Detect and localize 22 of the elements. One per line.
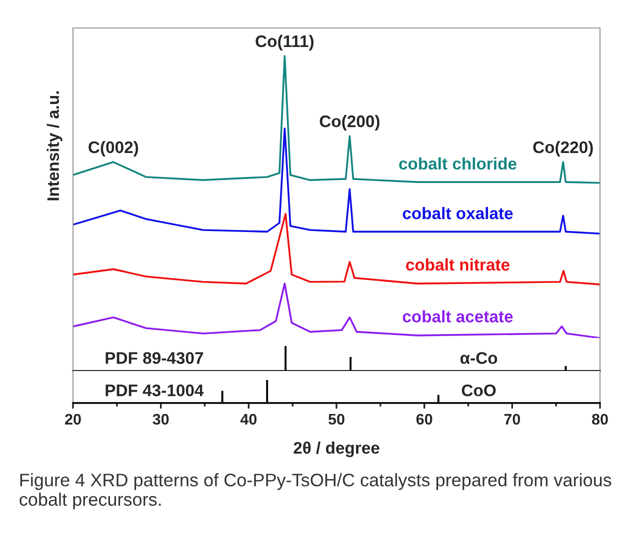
annotation: Co(111) [256, 34, 314, 50]
series-label: cobalt chloride [399, 157, 516, 170]
y-axis-title: Intensity / a.u. [46, 91, 62, 200]
annotation: CoO [462, 384, 496, 396]
annotation: α-Co [460, 352, 498, 364]
x-tick-label: 60 [416, 414, 432, 425]
series-label: cobalt acetate [402, 310, 513, 322]
x-tick-label: 20 [65, 414, 81, 425]
annotation: PDF 43-1004 [106, 384, 204, 396]
annotation: Co(220) [533, 140, 593, 156]
series-label: cobalt nitrate [406, 258, 510, 271]
x-tick-label: 80 [592, 414, 608, 425]
x-axis-title: 2θ / degree [294, 442, 380, 458]
x-tick-label: 30 [152, 414, 169, 425]
annotation: PDF 89-4307 [106, 352, 204, 364]
caption: Figure 4 XRD patterns of Co-PPy-TsOH/C catalysts prepared from various cobalt precursors. [20, 473, 612, 510]
x-tick-label: 70 [504, 414, 520, 425]
x-tick-label: 40 [240, 414, 257, 425]
series-label: cobalt oxalate [402, 207, 513, 220]
annotation: Co(200) [320, 114, 380, 131]
x-tick-label: 50 [328, 414, 344, 425]
annotation: C(002) [88, 140, 138, 156]
